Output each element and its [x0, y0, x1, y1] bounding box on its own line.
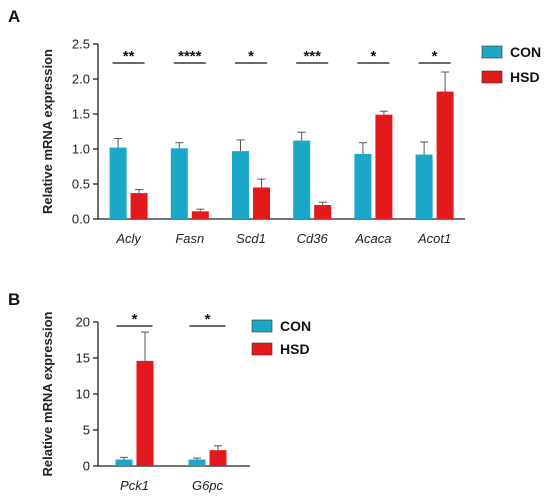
panel-a-bar-hsd — [130, 193, 148, 219]
panel-b-legend-label-hsd: HSD — [280, 341, 310, 357]
panel-b-legend-label-con: CON — [280, 318, 311, 334]
panel-a-y-tick-label: 1.0 — [72, 142, 90, 157]
panel-a-bar-con — [354, 153, 372, 219]
panel-b-y-tick-label: 15 — [76, 351, 90, 366]
panel-a-significance-label: * — [248, 48, 254, 65]
panel-a-significance-label: * — [432, 48, 438, 65]
panel-b-legend-swatch-con — [251, 319, 273, 333]
panel-a-label: A — [8, 7, 20, 26]
panel-a-category-label: Cd36 — [297, 231, 329, 246]
panel-a-bar-hsd — [375, 114, 393, 219]
panel-b-bar-con — [115, 459, 133, 466]
panel-a-bar-hsd — [191, 211, 209, 219]
panel-a-legend-swatch-con — [481, 45, 503, 59]
panel-b-bar-hsd — [136, 360, 154, 466]
panel-a-significance-label: *** — [303, 48, 321, 65]
panel-a-category-label: Acot1 — [417, 231, 451, 246]
panel-a-bar-con — [293, 140, 311, 219]
panel-b-bar-con — [188, 459, 206, 466]
panel-a-y-tick-label: 2.5 — [72, 37, 90, 52]
panel-b-bar-hsd — [209, 450, 227, 466]
panel-b-y-axis-label: Relative mRNA expression — [40, 311, 55, 476]
panel-a-bar-con — [415, 154, 433, 219]
panel-b-significance-label: * — [205, 311, 211, 328]
panel-a-bar-hsd — [314, 205, 332, 219]
panel-b-category-label: Pck1 — [120, 478, 149, 493]
panel-a-legend-label-hsd: HSD — [510, 69, 540, 85]
panel-a-category-label: Acly — [115, 231, 142, 246]
panel-b-category-label: G6pc — [192, 478, 224, 493]
panel-a-category-label: Acaca — [354, 231, 391, 246]
panel-a-y-tick-label: 2.0 — [72, 72, 90, 87]
panel-b-legend-swatch-hsd — [251, 342, 273, 356]
panel-a-significance-label: ** — [123, 48, 135, 65]
panel-b-label: B — [8, 290, 20, 309]
panel-a-bar-hsd — [253, 187, 270, 219]
panel-b-y-tick-label: 0 — [83, 459, 90, 474]
panel-a-category-label: Fasn — [175, 231, 204, 246]
panel-a-bar-con — [232, 151, 249, 219]
panel-b-y-tick-label: 10 — [76, 387, 90, 402]
panel-a-y-tick-label: 0.0 — [72, 212, 90, 227]
panel-a-significance-label: * — [370, 48, 376, 65]
panel-a-legend-swatch-hsd — [481, 70, 503, 84]
panel-b-y-tick-label: 5 — [83, 423, 90, 438]
panel-b-y-tick-label: 20 — [76, 315, 90, 330]
panel-a-bar-con — [170, 148, 188, 219]
panel-a-legend-label-con: CON — [510, 44, 541, 60]
panel-a-y-axis-label: Relative mRNA expression — [40, 49, 55, 214]
panel-a-significance-label: **** — [178, 48, 202, 65]
panel-a-category-label: Scd1 — [236, 231, 266, 246]
panel-a-y-tick-label: 0.5 — [72, 177, 90, 192]
panel-a-bar-con — [109, 147, 127, 219]
panel-a-bar-hsd — [436, 91, 454, 219]
panel-a-y-tick-label: 1.5 — [72, 107, 90, 122]
panel-b-significance-label: * — [132, 311, 138, 328]
